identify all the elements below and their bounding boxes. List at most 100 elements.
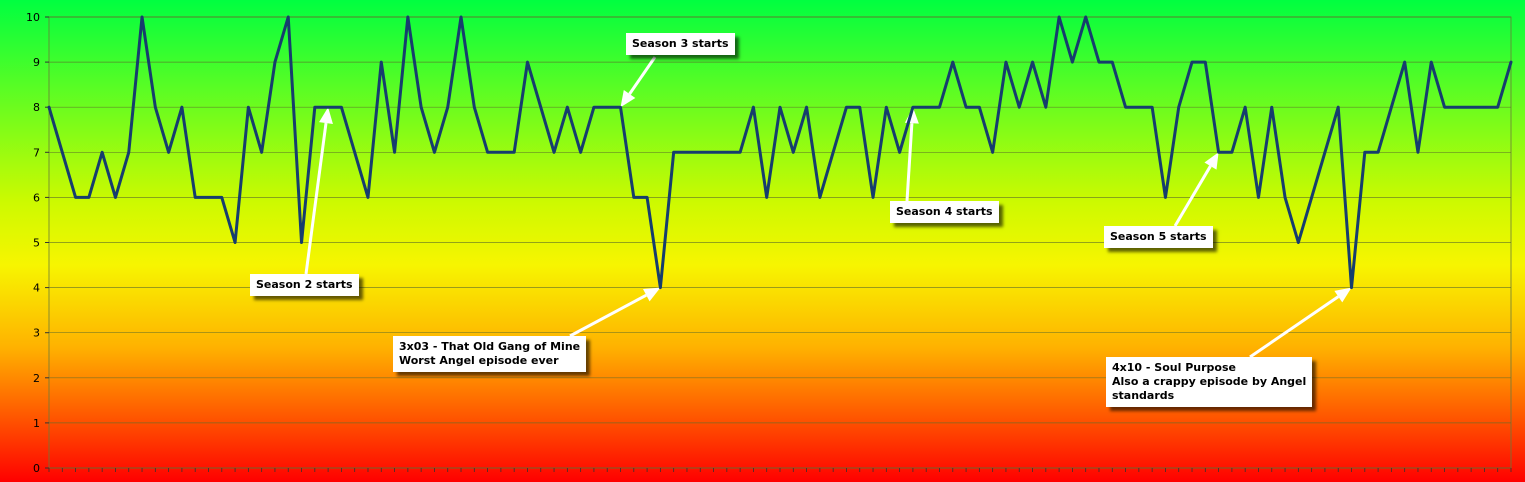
data-point	[738, 151, 742, 154]
data-point	[194, 196, 197, 199]
data-point	[473, 106, 476, 109]
data-point	[552, 151, 556, 154]
callout-arrow	[904, 107, 919, 202]
data-point	[1416, 151, 1420, 154]
data-point	[433, 151, 436, 154]
data-point	[1350, 286, 1353, 289]
data-point	[632, 196, 635, 199]
data-point	[858, 106, 861, 109]
data-point	[1111, 60, 1114, 64]
data-point	[353, 151, 356, 154]
callout-line: 3x03 - That Old Gang of Mine	[399, 340, 581, 353]
callout-line: Worst Angel episode ever	[399, 354, 559, 367]
data-point	[1031, 60, 1034, 64]
data-point	[938, 106, 941, 109]
data-point	[765, 196, 768, 199]
data-point	[1150, 106, 1154, 109]
y-tick-label: 9	[33, 56, 40, 69]
data-point	[1496, 106, 1499, 109]
data-point	[1137, 106, 1141, 109]
data-point	[74, 196, 77, 199]
data-point	[419, 106, 423, 109]
data-point	[47, 106, 51, 109]
data-point	[659, 286, 662, 289]
data-point	[845, 106, 848, 109]
data-point	[1363, 151, 1367, 154]
data-point	[446, 106, 449, 109]
data-point	[1190, 60, 1194, 64]
data-point	[699, 151, 702, 154]
data-point	[1217, 151, 1220, 154]
episode-3x03-callout: 3x03 - That Old Gang of Mine Worst Angel …	[393, 336, 587, 372]
data-point	[61, 151, 64, 154]
data-point	[1243, 106, 1247, 109]
data-point	[1230, 151, 1234, 154]
callout-line: Season 3 starts	[632, 37, 729, 50]
data-point	[1004, 60, 1008, 64]
data-point	[805, 106, 808, 109]
callout-arrow	[1173, 152, 1219, 227]
data-point	[792, 151, 795, 154]
data-point	[619, 106, 622, 109]
data-point	[978, 106, 981, 109]
data-point	[1390, 106, 1393, 109]
data-point	[539, 106, 542, 109]
data-point	[313, 106, 317, 109]
callout-line: Also a crappy episode by Angel	[1112, 375, 1307, 388]
callout-arrow	[569, 287, 661, 338]
callout-line: standards	[1112, 389, 1175, 402]
callout-arrow	[620, 56, 657, 108]
data-point	[1018, 106, 1021, 109]
data-point	[499, 151, 503, 154]
data-point	[260, 151, 263, 154]
data-point	[340, 106, 343, 109]
data-point	[1337, 106, 1340, 109]
y-tick-label: 1	[33, 417, 40, 430]
data-point	[606, 106, 609, 109]
data-point	[898, 151, 901, 154]
data-point	[964, 106, 968, 109]
data-point	[233, 241, 237, 244]
data-point	[885, 106, 888, 109]
data-point	[366, 196, 370, 199]
y-tick-label: 7	[33, 146, 40, 159]
callout-line: Season 2 starts	[256, 278, 353, 291]
data-point	[380, 60, 383, 64]
data-point	[778, 106, 782, 109]
season-3-callout: Season 3 starts	[626, 33, 735, 55]
data-point	[1469, 106, 1473, 109]
data-point	[127, 151, 130, 154]
data-point	[247, 106, 250, 109]
data-point	[406, 15, 410, 19]
data-point	[1310, 196, 1313, 199]
callout-line: Season 5 starts	[1110, 230, 1207, 243]
data-point	[180, 106, 184, 109]
data-point	[1057, 15, 1061, 19]
data-point	[1124, 106, 1127, 109]
episode-4x10-callout: 4x10 - Soul Purpose Also a crappy episode…	[1106, 357, 1313, 407]
data-point	[1270, 106, 1273, 109]
y-tick-label: 8	[33, 101, 40, 114]
data-point	[1509, 60, 1513, 64]
data-point	[1456, 106, 1460, 109]
data-point	[911, 106, 915, 109]
data-point	[566, 106, 569, 109]
data-point	[486, 151, 489, 154]
data-point	[1323, 151, 1327, 154]
data-point	[1483, 106, 1486, 109]
callout-arrow	[1249, 287, 1352, 359]
season-2-callout: Season 2 starts	[250, 274, 359, 296]
data-point	[871, 196, 875, 199]
data-point	[154, 106, 157, 109]
data-point	[712, 151, 715, 154]
season-4-callout: Season 4 starts	[890, 201, 999, 223]
data-point	[592, 106, 596, 109]
data-point	[287, 15, 290, 19]
data-point	[1403, 60, 1406, 64]
callout-arrow	[304, 107, 333, 275]
data-point	[1164, 196, 1167, 199]
data-point	[326, 106, 330, 109]
y-tick-label: 6	[33, 191, 40, 204]
data-point	[672, 151, 675, 154]
